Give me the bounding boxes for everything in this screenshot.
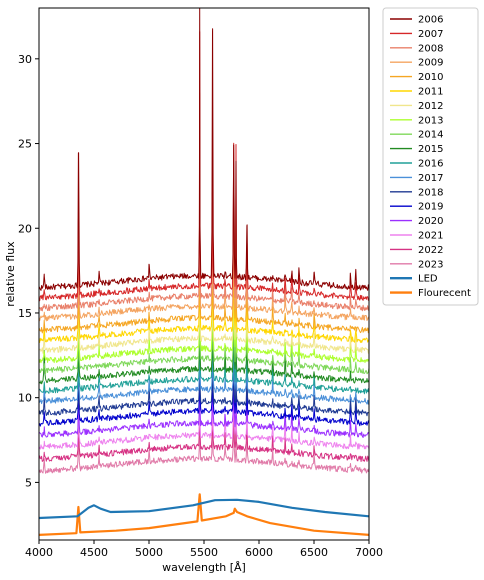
series-line-2008 <box>39 92 369 312</box>
legend-label: 2019 <box>418 202 443 213</box>
series-line-2022 <box>39 371 369 462</box>
legend-label: 2017 <box>418 173 443 184</box>
series-line-flourecent <box>39 493 369 536</box>
x-tick-label: 5000 <box>135 546 163 559</box>
y-tick-label: 20 <box>18 222 32 235</box>
legend-label: 2013 <box>418 115 443 126</box>
y-axis: 5 10 15 20 25 30 <box>18 53 39 489</box>
x-axis: 4000 4500 5000 5500 6000 6500 7000 <box>25 540 383 559</box>
series-line-led <box>39 498 369 520</box>
legend-label: 2021 <box>418 231 443 242</box>
series-line-2021 <box>39 356 369 450</box>
x-tick-label: 6000 <box>245 546 273 559</box>
y-tick-label: 15 <box>18 307 32 320</box>
legend-box <box>382 7 479 306</box>
series-line-2011 <box>39 192 369 343</box>
x-tick-label: 6500 <box>300 546 328 559</box>
series-line-2013 <box>39 229 369 364</box>
y-tick-label: 25 <box>18 138 32 151</box>
y-tick-label: 5 <box>25 476 32 489</box>
legend-label: 2010 <box>418 72 443 83</box>
series-line-2015 <box>39 263 369 385</box>
y-tick-label: 30 <box>18 53 32 66</box>
legend-label: 2022 <box>418 245 443 256</box>
legend-label: 2020 <box>418 216 443 227</box>
legend-label: 2007 <box>418 29 443 40</box>
series-line-2018 <box>39 312 369 417</box>
legend-label: 2016 <box>418 159 443 170</box>
legend-label: 2009 <box>418 58 443 69</box>
legend-label: LED <box>418 274 438 285</box>
series-line-2016 <box>39 280 369 395</box>
series-line-2007 <box>39 31 369 302</box>
y-tick-label: 10 <box>18 392 32 405</box>
legend-label: 2015 <box>418 144 443 155</box>
x-axis-label: wavelength [Å] <box>162 561 246 574</box>
x-tick-label: 4000 <box>25 546 53 559</box>
x-tick-label: 5500 <box>190 546 218 559</box>
series-line-2014 <box>39 246 369 375</box>
legend-label: Flourecent <box>418 288 471 299</box>
legend: 2006 2007 2008 2009 2010 2011 2012 2013 2014 2015… <box>382 7 479 306</box>
legend-label: 2018 <box>418 187 443 198</box>
series-line-2023 <box>39 387 369 474</box>
series-line-2012 <box>39 210 369 354</box>
legend-label: 2014 <box>418 130 443 141</box>
y-axis-label: relative flux <box>4 241 17 307</box>
legend-label: 2023 <box>418 259 443 270</box>
legend-label: 2006 <box>418 15 443 26</box>
series-line-2019 <box>39 326 369 427</box>
x-tick-label: 4500 <box>80 546 108 559</box>
legend-label: 2008 <box>418 43 443 54</box>
series-line-2006 <box>39 8 369 291</box>
series-line-2009 <box>39 136 369 322</box>
series-line-2017 <box>39 295 369 405</box>
series-line-2010 <box>39 165 369 334</box>
series-layer <box>39 8 369 536</box>
legend-label: 2012 <box>418 101 443 112</box>
x-tick-label: 7000 <box>355 546 383 559</box>
legend-label: 2011 <box>418 87 443 98</box>
series-line-2020 <box>39 341 369 438</box>
